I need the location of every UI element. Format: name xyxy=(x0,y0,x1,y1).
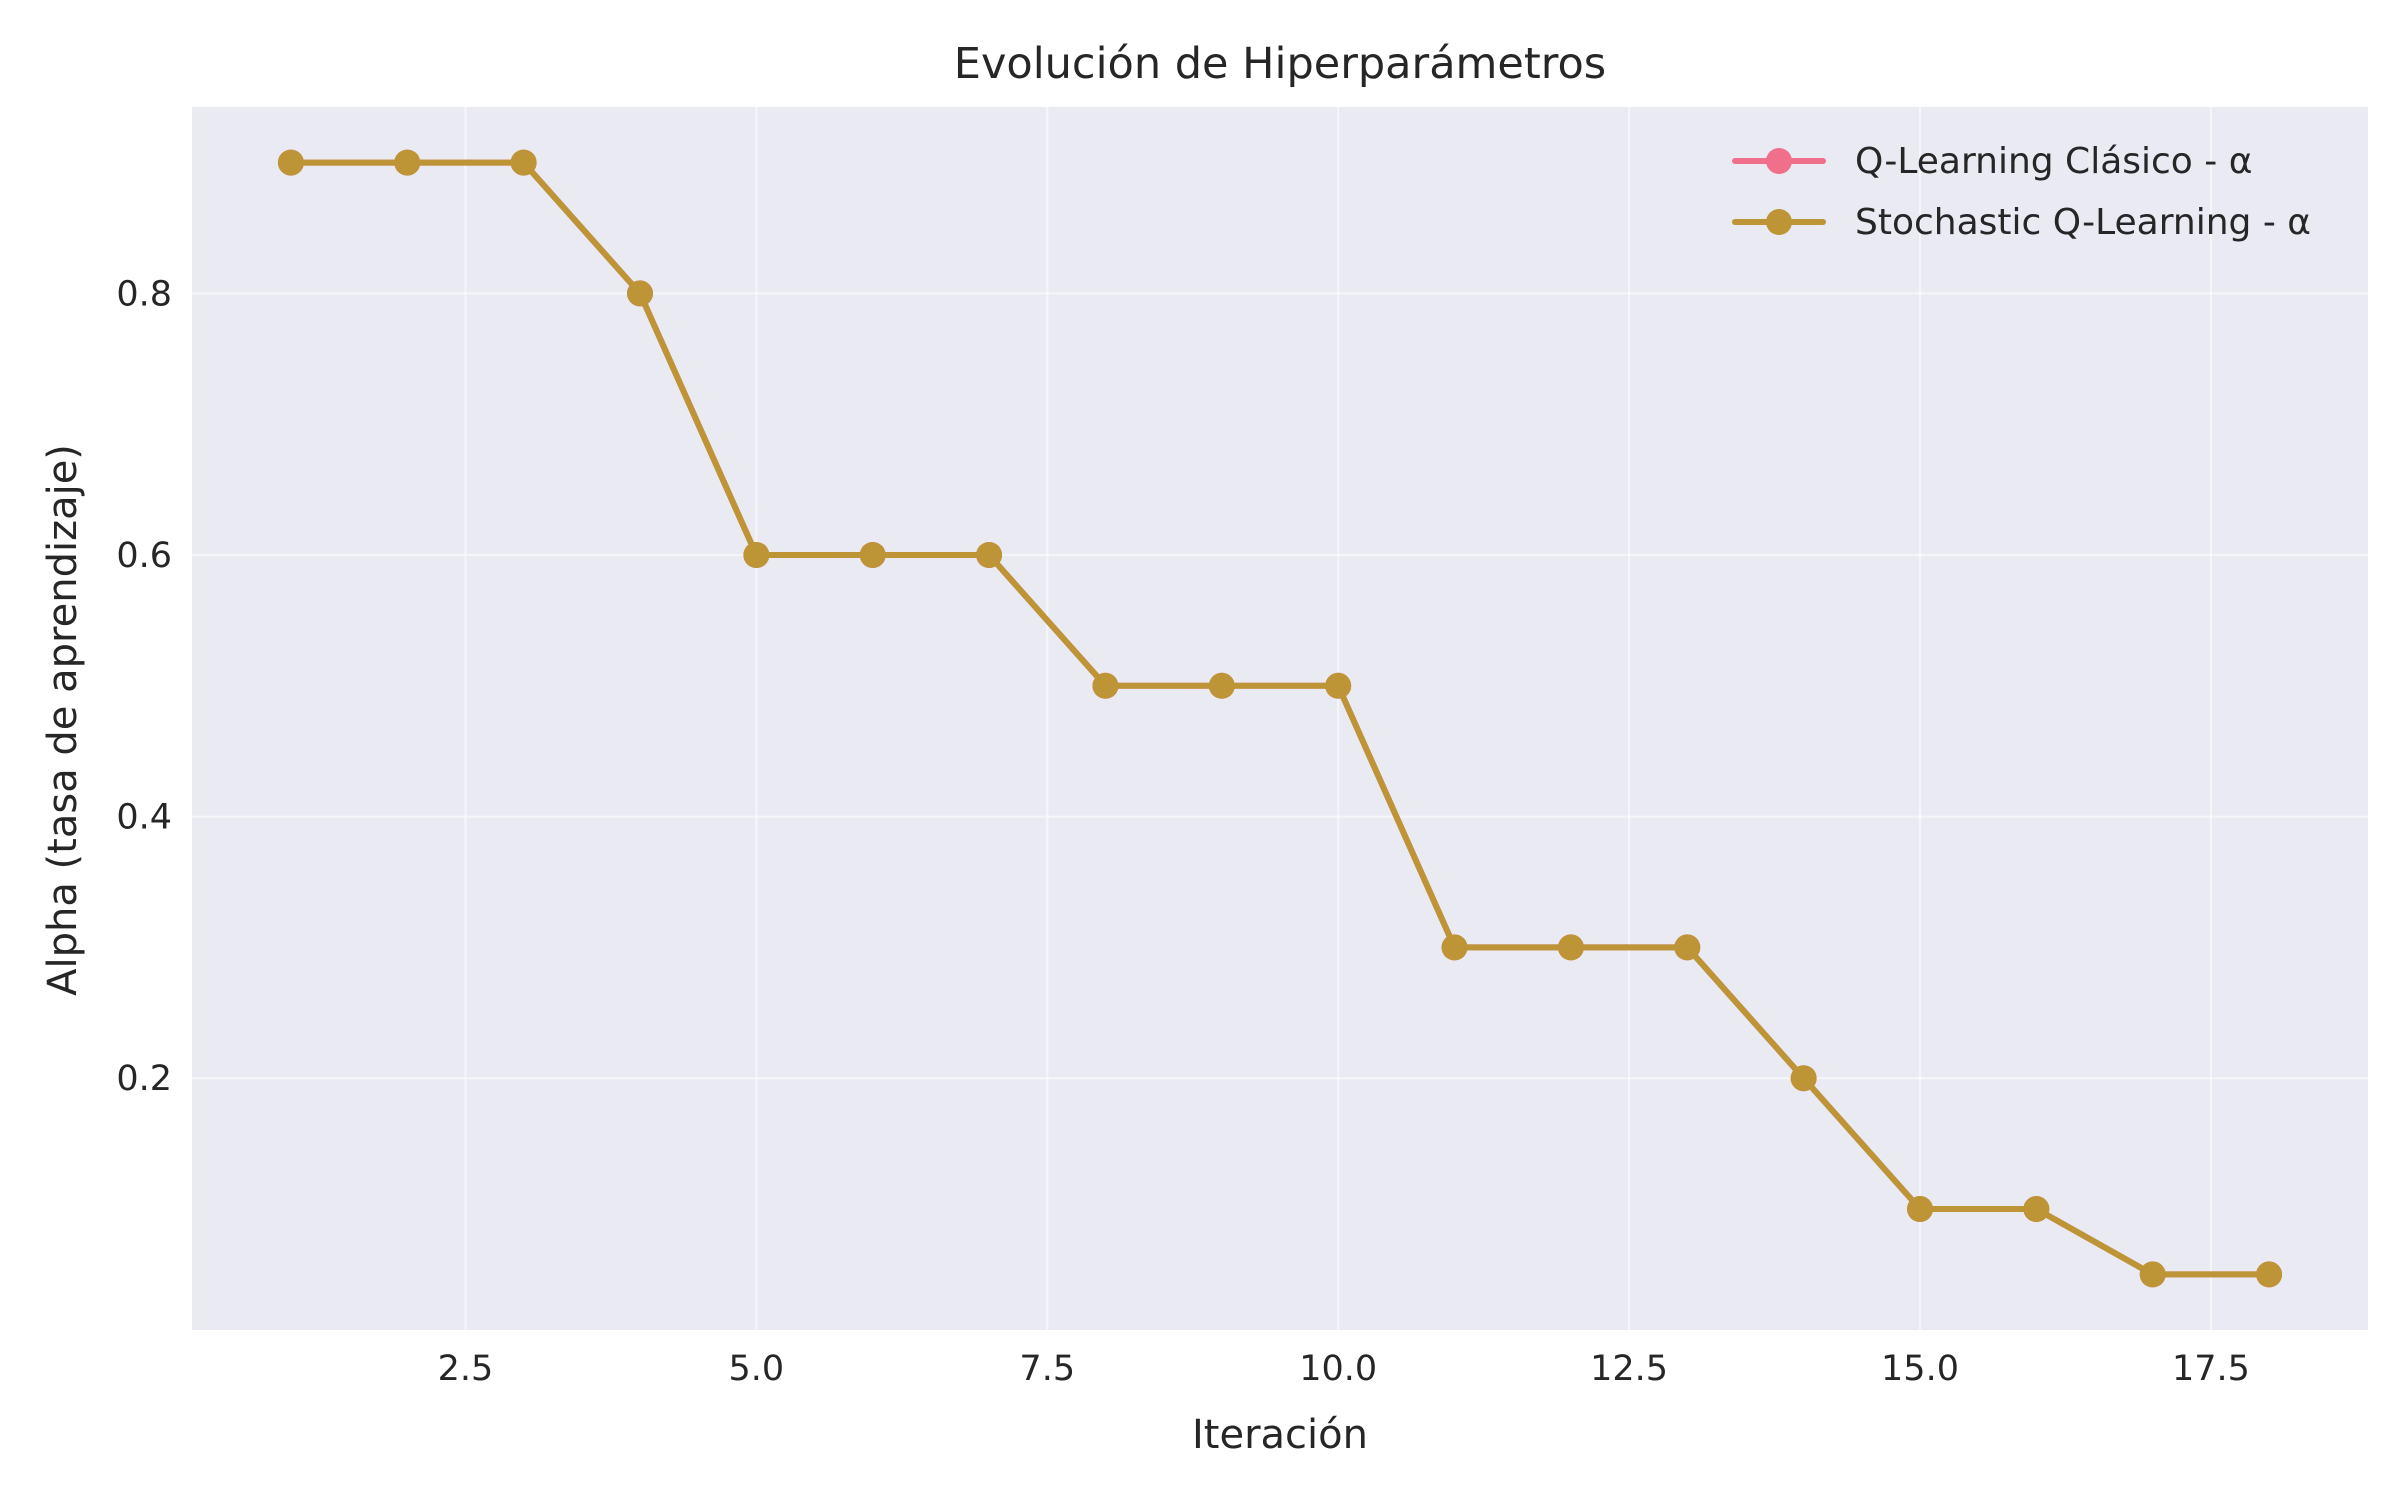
data-point xyxy=(1208,672,1235,699)
x-tick-label: 2.5 xyxy=(438,1349,494,1389)
data-point xyxy=(1557,934,1584,961)
grid-layer xyxy=(192,107,2368,1330)
data-point xyxy=(976,541,1003,568)
data-point xyxy=(1790,1065,1817,1092)
data-point xyxy=(277,149,304,176)
y-tick-label: 0.2 xyxy=(116,1059,172,1099)
x-tick-label: 5.0 xyxy=(729,1349,785,1389)
x-tick-label: 12.5 xyxy=(1590,1349,1668,1389)
x-axis-label: Iteración xyxy=(1192,1412,1368,1458)
series-layer xyxy=(277,149,2283,1288)
data-point xyxy=(743,541,770,568)
series-line xyxy=(287,159,2273,1278)
tick-layer: 2.5 5.0 7.5 10.0 12.5 15.0 17.5 0.2 0.4 0.6 0.8 xyxy=(116,274,2250,1389)
data-point xyxy=(627,280,653,307)
data-point xyxy=(2256,1261,2283,1288)
data-point xyxy=(510,149,537,176)
legend-item: Q-Learning Clásico - α xyxy=(1732,141,2252,182)
chart-title: Evolución de Hiperparámetros xyxy=(954,39,1606,89)
y-tick-label: 0.8 xyxy=(116,274,172,314)
plot-background xyxy=(192,107,2368,1330)
y-tick-label: 0.4 xyxy=(116,798,172,838)
x-tick-label: 17.5 xyxy=(2172,1349,2250,1389)
x-tick-label: 10.0 xyxy=(1299,1349,1377,1389)
data-point xyxy=(1092,672,1119,699)
x-tick-label: 7.5 xyxy=(1019,1349,1075,1389)
legend-item: Stochastic Q-Learning - α xyxy=(1732,202,2311,243)
legend-marker xyxy=(1766,209,1792,235)
data-point xyxy=(1907,1196,1933,1223)
x-tick-label: 15.0 xyxy=(1881,1349,1959,1389)
data-point xyxy=(2139,1261,2166,1288)
y-axis-label: Alpha (tasa de aprendizaje) xyxy=(40,444,86,996)
series-2 xyxy=(277,149,2283,1288)
data-point xyxy=(1325,672,1352,699)
legend-label: Q-Learning Clásico - α xyxy=(1855,141,2252,182)
legend-marker xyxy=(1766,148,1792,174)
data-point xyxy=(1441,934,1468,961)
legend: Q-Learning Clásico - α Stochastic Q-Learn… xyxy=(1732,141,2311,243)
legend-label: Stochastic Q-Learning - α xyxy=(1855,202,2311,243)
y-tick-label: 0.6 xyxy=(116,536,172,576)
data-point xyxy=(2023,1196,2050,1223)
data-point xyxy=(394,149,421,176)
data-point xyxy=(1674,934,1701,961)
data-point xyxy=(859,541,886,568)
